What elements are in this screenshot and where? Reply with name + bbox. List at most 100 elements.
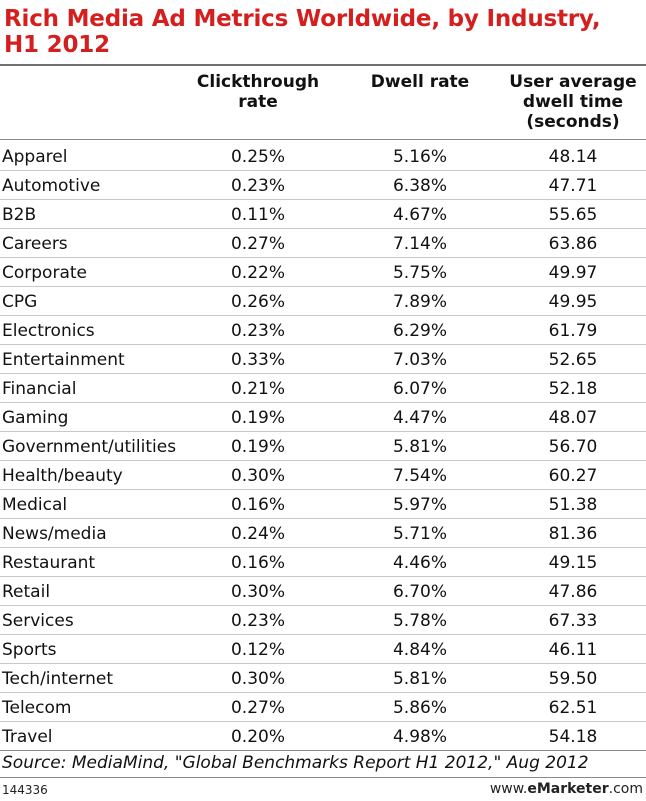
table-row: Services 0.23% 5.78% 67.33 bbox=[0, 606, 646, 635]
cell-dwell-time: 47.86 bbox=[548, 582, 598, 602]
column-header-clickthrough-rate: Clickthrough rate bbox=[190, 72, 326, 112]
cell-dwell-rate: 4.98% bbox=[392, 727, 447, 747]
cell-industry: Government/utilities bbox=[2, 437, 177, 457]
table-row: Medical 0.16% 5.97% 51.38 bbox=[0, 490, 646, 519]
cell-clickthrough-rate: 0.30% bbox=[230, 582, 285, 602]
cell-clickthrough-rate: 0.26% bbox=[230, 292, 285, 312]
column-header-dwell-rate-line-1: Dwell rate bbox=[370, 72, 470, 92]
cell-industry: Apparel bbox=[2, 147, 68, 167]
cell-industry: Retail bbox=[2, 582, 51, 602]
cell-dwell-time: 55.65 bbox=[548, 205, 598, 225]
table-row: Automotive 0.23% 6.38% 47.71 bbox=[0, 171, 646, 200]
table-row: CPG 0.26% 7.89% 49.95 bbox=[0, 287, 646, 316]
cell-dwell-rate: 7.03% bbox=[392, 350, 447, 370]
cell-clickthrough-rate: 0.22% bbox=[230, 263, 285, 283]
cell-dwell-rate: 5.81% bbox=[392, 437, 447, 457]
cell-industry: Medical bbox=[2, 495, 68, 515]
column-header-dwell-rate: Dwell rate bbox=[352, 72, 488, 92]
chart-title-line-1: Rich Media Ad Metrics Worldwide, by Indu… bbox=[4, 6, 601, 32]
cell-dwell-time: 59.50 bbox=[548, 669, 598, 689]
cell-dwell-time: 52.18 bbox=[548, 379, 598, 399]
table-row: Restaurant 0.16% 4.46% 49.15 bbox=[0, 548, 646, 577]
cell-dwell-rate: 6.38% bbox=[392, 176, 447, 196]
column-header-dwell-time-line-1: User average bbox=[509, 72, 637, 92]
column-header-dwell-time-line-2: dwell time bbox=[522, 92, 624, 112]
cell-dwell-rate: 5.81% bbox=[392, 669, 447, 689]
cell-industry: CPG bbox=[2, 292, 38, 312]
cell-clickthrough-rate: 0.27% bbox=[230, 234, 285, 254]
cell-industry: Financial bbox=[2, 379, 77, 399]
table-row: Tech/internet 0.30% 5.81% 59.50 bbox=[0, 664, 646, 693]
cell-dwell-time: 67.33 bbox=[548, 611, 598, 631]
cell-dwell-time: 46.11 bbox=[548, 640, 598, 660]
cell-clickthrough-rate: 0.21% bbox=[230, 379, 285, 399]
logo-suffix: .com bbox=[608, 781, 643, 797]
cell-clickthrough-rate: 0.16% bbox=[230, 553, 285, 573]
cell-dwell-rate: 5.75% bbox=[392, 263, 447, 283]
cell-dwell-time: 54.18 bbox=[548, 727, 598, 747]
header-divider bbox=[0, 139, 646, 140]
cell-clickthrough-rate: 0.27% bbox=[230, 698, 285, 718]
cell-dwell-rate: 7.14% bbox=[392, 234, 447, 254]
table-body: Apparel 0.25% 5.16% 48.14 Automotive 0.23% 6.3… bbox=[0, 142, 646, 751]
cell-industry: Sports bbox=[2, 640, 57, 660]
cell-dwell-time: 48.07 bbox=[548, 408, 598, 428]
cell-dwell-time: 60.27 bbox=[548, 466, 598, 486]
cell-industry: Tech/internet bbox=[2, 669, 114, 689]
cell-industry: Restaurant bbox=[2, 553, 96, 573]
cell-industry: Careers bbox=[2, 234, 68, 254]
source-note: Source: MediaMind, "Global Benchmarks Re… bbox=[2, 753, 589, 773]
table-row: Gaming 0.19% 4.47% 48.07 bbox=[0, 403, 646, 432]
cell-dwell-rate: 6.70% bbox=[392, 582, 447, 602]
table-row: Financial 0.21% 6.07% 52.18 bbox=[0, 374, 646, 403]
cell-industry: Telecom bbox=[2, 698, 72, 718]
cell-dwell-rate: 5.71% bbox=[392, 524, 447, 544]
cell-dwell-time: 47.71 bbox=[548, 176, 598, 196]
cell-dwell-rate: 5.78% bbox=[392, 611, 447, 631]
chart-title: Rich Media Ad Metrics Worldwide, by Indu… bbox=[4, 6, 624, 58]
cell-clickthrough-rate: 0.33% bbox=[230, 350, 285, 370]
table-row: Retail 0.30% 6.70% 47.86 bbox=[0, 577, 646, 606]
table-row: Entertainment 0.33% 7.03% 52.65 bbox=[0, 345, 646, 374]
cell-dwell-time: 48.14 bbox=[548, 147, 598, 167]
table-row: Sports 0.12% 4.84% 46.11 bbox=[0, 635, 646, 664]
cell-clickthrough-rate: 0.23% bbox=[230, 176, 285, 196]
cell-dwell-time: 81.36 bbox=[548, 524, 598, 544]
cell-clickthrough-rate: 0.20% bbox=[230, 727, 285, 747]
cell-dwell-rate: 5.97% bbox=[392, 495, 447, 515]
table-row: Telecom 0.27% 5.86% 62.51 bbox=[0, 693, 646, 722]
cell-clickthrough-rate: 0.12% bbox=[230, 640, 285, 660]
column-header-dwell-time: User average dwell time (seconds) bbox=[500, 72, 646, 132]
cell-industry: Electronics bbox=[2, 321, 95, 341]
chart-id: 144336 bbox=[2, 783, 48, 797]
cell-clickthrough-rate: 0.30% bbox=[230, 466, 285, 486]
cell-dwell-rate: 6.07% bbox=[392, 379, 447, 399]
column-header-dwell-time-line-3: (seconds) bbox=[526, 112, 620, 132]
column-header-clickthrough-rate-line-1: Clickthrough bbox=[196, 72, 320, 92]
cell-dwell-time: 63.86 bbox=[548, 234, 598, 254]
cell-dwell-rate: 4.46% bbox=[392, 553, 447, 573]
cell-clickthrough-rate: 0.11% bbox=[230, 205, 285, 225]
cell-dwell-rate: 4.47% bbox=[392, 408, 447, 428]
cell-industry: News/media bbox=[2, 524, 107, 544]
cell-clickthrough-rate: 0.16% bbox=[230, 495, 285, 515]
table-row: Careers 0.27% 7.14% 63.86 bbox=[0, 229, 646, 258]
cell-clickthrough-rate: 0.25% bbox=[230, 147, 285, 167]
chart-title-line-2: H1 2012 bbox=[4, 32, 110, 58]
cell-clickthrough-rate: 0.19% bbox=[230, 437, 285, 457]
cell-industry: B2B bbox=[2, 205, 37, 225]
table-row: Corporate 0.22% 5.75% 49.97 bbox=[0, 258, 646, 287]
table-bottom-divider bbox=[0, 750, 646, 751]
cell-dwell-time: 49.95 bbox=[548, 292, 598, 312]
cell-industry: Corporate bbox=[2, 263, 87, 283]
cell-clickthrough-rate: 0.23% bbox=[230, 321, 285, 341]
cell-clickthrough-rate: 0.19% bbox=[230, 408, 285, 428]
cell-industry: Health/beauty bbox=[2, 466, 123, 486]
logo-brand: eMarketer bbox=[527, 781, 609, 797]
cell-dwell-rate: 6.29% bbox=[392, 321, 447, 341]
column-header-clickthrough-rate-line-2: rate bbox=[238, 92, 278, 112]
cell-dwell-time: 56.70 bbox=[548, 437, 598, 457]
table-row: B2B 0.11% 4.67% 55.65 bbox=[0, 200, 646, 229]
cell-industry: Automotive bbox=[2, 176, 101, 196]
cell-dwell-rate: 7.89% bbox=[392, 292, 447, 312]
